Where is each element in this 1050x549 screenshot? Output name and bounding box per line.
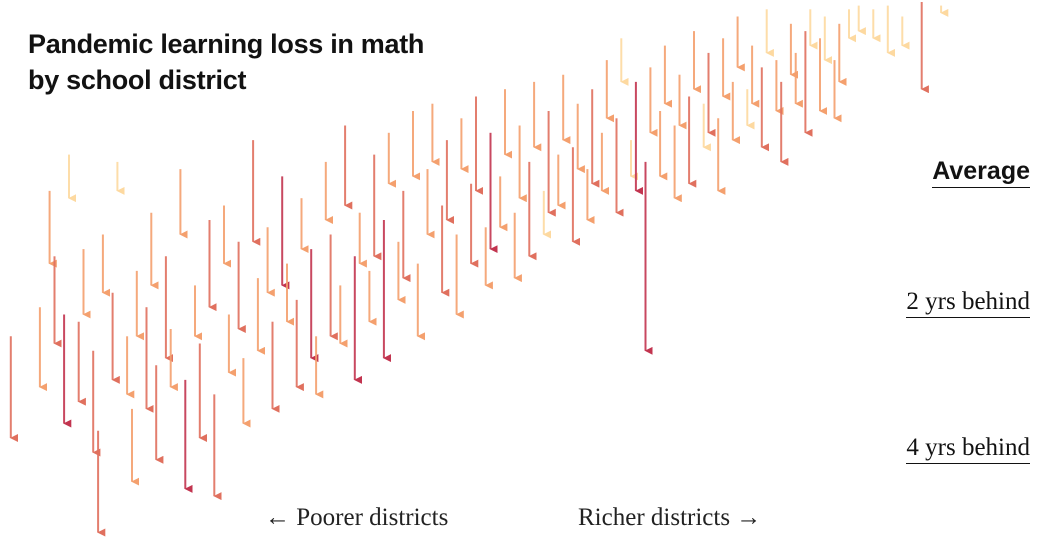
- reference-label-4-yrs-behind: 4 yrs behind: [906, 434, 1030, 464]
- chart-title-line-1: Pandemic learning loss in math: [28, 29, 425, 59]
- district-arrows: [9, 2, 949, 537]
- x-annotation-richer: Richer districts →: [578, 504, 762, 531]
- chart-title: Pandemic learning loss in math by school…: [28, 26, 424, 98]
- x-annotation-poorer: ← Poorer districts: [265, 504, 449, 531]
- reference-label-average: Average: [932, 157, 1030, 188]
- chart-title-line-2: by school district: [28, 65, 247, 95]
- reference-label-2-yrs-behind: 2 yrs behind: [906, 288, 1030, 318]
